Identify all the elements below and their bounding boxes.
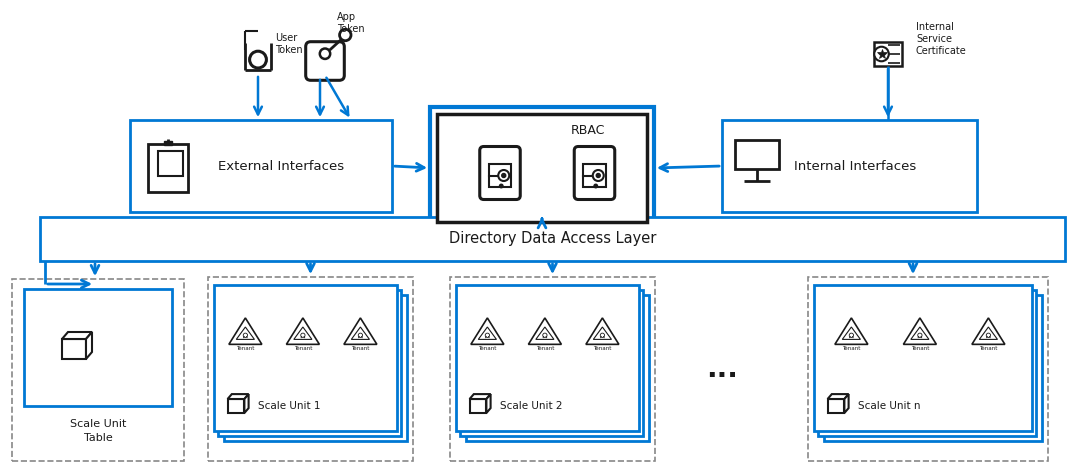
Bar: [461, 290, 643, 436]
Bar: [814, 285, 1032, 431]
Text: Tenant: Tenant: [910, 346, 929, 351]
Bar: [224, 295, 407, 441]
Bar: [40, 217, 1065, 261]
Bar: [130, 120, 392, 212]
Text: Scale Unit 2: Scale Unit 2: [500, 401, 562, 411]
Bar: [584, 164, 606, 187]
Polygon shape: [835, 318, 868, 344]
Circle shape: [499, 184, 503, 188]
Bar: [214, 285, 397, 431]
Polygon shape: [528, 318, 561, 344]
Polygon shape: [351, 327, 369, 339]
Polygon shape: [471, 318, 503, 344]
Polygon shape: [903, 318, 936, 344]
Bar: [450, 277, 655, 461]
Bar: [722, 120, 977, 212]
Bar: [149, 144, 187, 192]
Circle shape: [485, 333, 489, 337]
Polygon shape: [293, 327, 312, 339]
Polygon shape: [971, 318, 1005, 344]
Circle shape: [849, 333, 854, 337]
Circle shape: [340, 29, 351, 41]
FancyBboxPatch shape: [480, 146, 521, 199]
Polygon shape: [593, 327, 612, 339]
Circle shape: [320, 48, 330, 59]
FancyBboxPatch shape: [574, 146, 615, 199]
Circle shape: [501, 173, 506, 178]
Text: Tenant: Tenant: [293, 346, 312, 351]
Text: RBAC: RBAC: [571, 124, 605, 137]
Bar: [828, 399, 844, 413]
Circle shape: [543, 333, 547, 337]
Circle shape: [874, 47, 889, 62]
Polygon shape: [842, 327, 860, 339]
Text: Internal Interfaces: Internal Interfaces: [794, 159, 917, 172]
Text: Tenant: Tenant: [842, 346, 861, 351]
Text: Tenant: Tenant: [536, 346, 554, 351]
Text: Directory Data Access Layer: Directory Data Access Layer: [449, 232, 657, 247]
Text: ...: ...: [706, 355, 738, 383]
Circle shape: [918, 333, 922, 337]
Polygon shape: [479, 327, 497, 339]
Polygon shape: [979, 327, 997, 339]
Text: Scale Unit
Table: Scale Unit Table: [70, 419, 126, 443]
Bar: [808, 277, 1049, 461]
Polygon shape: [62, 332, 92, 339]
Circle shape: [986, 333, 991, 337]
Text: Tenant: Tenant: [237, 346, 255, 351]
Bar: [218, 290, 401, 436]
Bar: [469, 399, 486, 413]
Circle shape: [600, 333, 604, 337]
Bar: [736, 140, 779, 169]
Bar: [818, 290, 1036, 436]
Circle shape: [359, 333, 363, 337]
Bar: [874, 42, 902, 66]
Circle shape: [592, 170, 604, 181]
Bar: [164, 141, 172, 145]
Bar: [466, 295, 649, 441]
Circle shape: [498, 170, 509, 181]
Bar: [208, 277, 413, 461]
Polygon shape: [237, 327, 255, 339]
Bar: [824, 295, 1042, 441]
Bar: [456, 285, 639, 431]
Polygon shape: [536, 327, 554, 339]
Text: App
Token: App Token: [337, 12, 364, 34]
Text: User
Token: User Token: [275, 33, 303, 55]
Circle shape: [250, 51, 267, 68]
Polygon shape: [86, 332, 92, 359]
Polygon shape: [344, 318, 377, 344]
Polygon shape: [828, 394, 848, 399]
Text: Internal
Service
Certificate: Internal Service Certificate: [916, 21, 967, 56]
Polygon shape: [844, 394, 848, 413]
Text: Tenant: Tenant: [351, 346, 369, 351]
Text: Tenant: Tenant: [979, 346, 997, 351]
Polygon shape: [910, 327, 929, 339]
Bar: [228, 399, 244, 413]
Polygon shape: [586, 318, 619, 344]
Text: Scale Unit 1: Scale Unit 1: [258, 401, 320, 411]
Text: External Interfaces: External Interfaces: [218, 159, 344, 172]
Bar: [429, 107, 654, 229]
Circle shape: [597, 173, 600, 178]
Text: Tenant: Tenant: [478, 346, 497, 351]
Polygon shape: [228, 394, 248, 399]
Polygon shape: [286, 318, 319, 344]
Text: Tenant: Tenant: [593, 346, 612, 351]
Circle shape: [594, 184, 598, 188]
Polygon shape: [244, 394, 248, 413]
Bar: [437, 114, 647, 222]
Circle shape: [301, 333, 305, 337]
Polygon shape: [469, 394, 491, 399]
Bar: [62, 339, 86, 359]
Circle shape: [243, 333, 247, 337]
Polygon shape: [229, 318, 262, 344]
Bar: [488, 164, 511, 187]
Bar: [24, 289, 172, 406]
Text: Scale Unit n: Scale Unit n: [858, 401, 920, 411]
Polygon shape: [486, 394, 491, 413]
FancyBboxPatch shape: [305, 41, 344, 80]
Bar: [159, 151, 183, 177]
Bar: [12, 279, 184, 461]
